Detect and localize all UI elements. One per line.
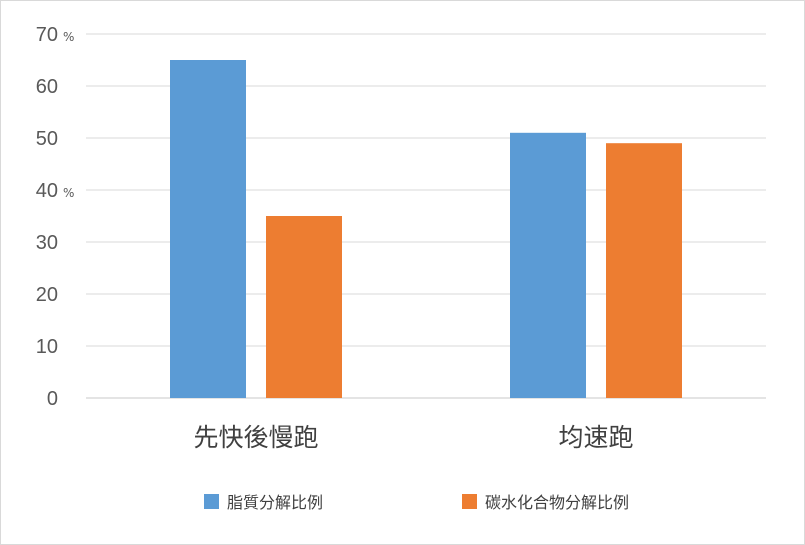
legend-label: 碳水化合物分解比例 (485, 493, 629, 512)
y-tick-label: 40 (36, 180, 58, 202)
y-tick-label: 10 (36, 336, 58, 358)
legend-swatch (204, 494, 219, 509)
legend-swatch (462, 494, 477, 509)
legend-label: 脂質分解比例 (227, 493, 323, 512)
y-unit-mid: % (63, 186, 74, 200)
y-tick-label: 30 (36, 232, 58, 254)
bar (266, 216, 342, 398)
y-tick-label: 20 (36, 284, 58, 306)
category-label: 均速跑 (558, 423, 633, 452)
bar (170, 60, 246, 398)
y-tick-label: 60 (36, 76, 58, 98)
y-tick-label: 50 (36, 128, 58, 150)
category-label: 先快後慢跑 (193, 423, 318, 452)
y-unit-top: % (63, 30, 74, 44)
y-tick-label: 0 (47, 388, 58, 410)
bar (606, 143, 682, 398)
y-tick-label: 70 (36, 24, 58, 46)
bar (510, 132, 586, 399)
